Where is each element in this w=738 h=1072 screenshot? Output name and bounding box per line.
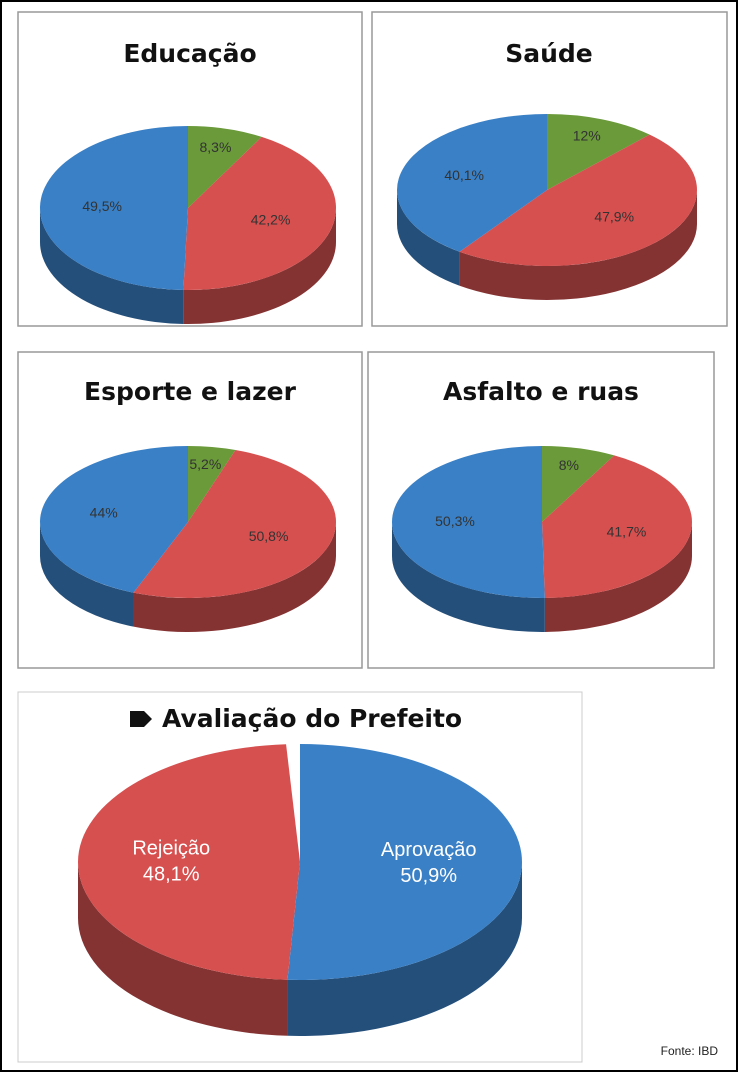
title-icon (130, 711, 152, 727)
source-note: Fonte: IBD (661, 1044, 719, 1058)
data-label: 40,1% (444, 167, 484, 183)
data-label: 8% (559, 457, 579, 473)
data-label: 5,2% (189, 456, 221, 472)
data-label: 8,3% (200, 139, 232, 155)
pie-slice (40, 126, 189, 290)
data-label: 50,9% (400, 865, 457, 887)
data-label: 50,3% (435, 513, 475, 529)
pie-slice (459, 134, 697, 266)
pie-slice (133, 450, 336, 598)
chart-title: Asfalto e ruas (443, 377, 639, 406)
data-label: 12% (573, 127, 601, 143)
pie-slice (77, 744, 300, 980)
pie-slice (392, 446, 545, 598)
pie-slice (542, 455, 693, 598)
pie-side (397, 190, 460, 286)
pie-side (40, 208, 184, 324)
pie-slice (547, 114, 650, 190)
data-label: 50,8% (249, 528, 289, 544)
pie-slice (188, 126, 262, 208)
pie-side (392, 522, 545, 632)
category-label: Rejeição (132, 837, 210, 859)
pie-slice (39, 446, 189, 593)
chart-title: Esporte e lazer (84, 377, 297, 406)
data-label: 44% (90, 504, 118, 520)
pie-slice (397, 114, 547, 252)
pie-slice (542, 446, 615, 522)
pie-side (133, 522, 336, 633)
pie-slice (188, 446, 236, 522)
chart-title: Avaliação do Prefeito (162, 704, 462, 733)
pie-side (39, 522, 134, 627)
data-label: 42,2% (251, 212, 291, 228)
pie-side (544, 522, 692, 632)
chart-title: Saúde (505, 39, 593, 68)
data-label: 47,9% (594, 209, 634, 225)
category-label: Aprovação (381, 839, 477, 861)
data-label: 49,5% (82, 198, 122, 214)
pie-side (78, 862, 288, 1036)
data-label: 41,7% (607, 523, 647, 539)
pie-side (183, 208, 336, 324)
pie-slice (183, 136, 336, 290)
data-label: 48,1% (143, 863, 200, 885)
pie-side (287, 862, 523, 1036)
pie-slice (287, 744, 522, 980)
pie-side (459, 190, 697, 300)
chart-title: Educação (123, 39, 256, 68)
